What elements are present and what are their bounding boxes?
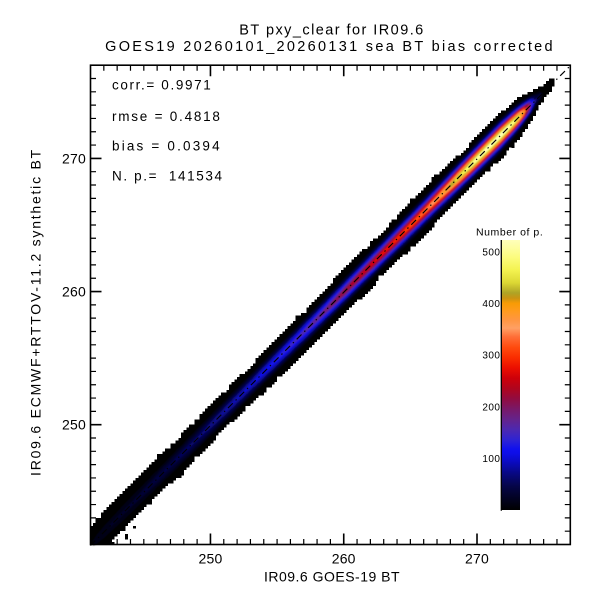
svg-text:Number of p.: Number of p. [476, 227, 543, 239]
svg-text:IR09.6 GOES-19 BT: IR09.6 GOES-19 BT [264, 569, 400, 585]
svg-text:100: 100 [482, 454, 500, 465]
svg-text:200: 200 [482, 402, 500, 413]
svg-text:270: 270 [62, 150, 86, 166]
svg-text:corr.= 0.9971: corr.= 0.9971 [112, 78, 212, 93]
svg-text:300: 300 [482, 351, 500, 362]
svg-text:260: 260 [62, 284, 86, 300]
svg-text:270: 270 [465, 551, 489, 567]
svg-text:250: 250 [62, 417, 86, 433]
svg-text:260: 260 [332, 551, 356, 567]
svg-text:bias = 0.0394: bias = 0.0394 [112, 139, 222, 154]
svg-text:500: 500 [482, 247, 500, 258]
svg-text:400: 400 [482, 299, 500, 310]
svg-text:BT pxy_clear for IR09.6: BT pxy_clear for IR09.6 [239, 23, 424, 39]
svg-text:N. p.= 141534: N. p.= 141534 [112, 168, 224, 183]
svg-text:250: 250 [199, 551, 223, 567]
svg-text:IR09.6 ECMWF+RTTOV-11.2 synthe: IR09.6 ECMWF+RTTOV-11.2 synthetic BT [28, 148, 44, 476]
svg-text:rmse = 0.4818: rmse = 0.4818 [112, 109, 222, 124]
svg-text:GOES19 20260101_20260131 sea B: GOES19 20260101_20260131 sea BT bias cor… [105, 39, 555, 55]
